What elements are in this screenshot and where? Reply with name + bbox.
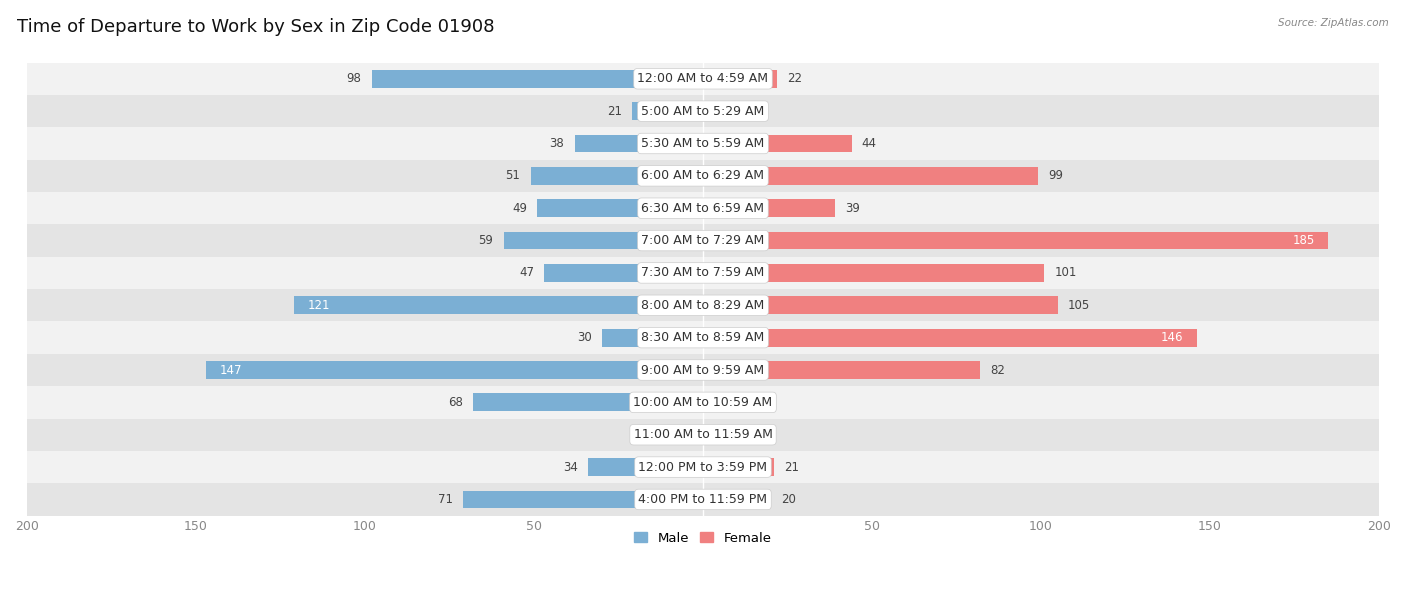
Text: 121: 121 bbox=[308, 299, 330, 312]
Text: 6:30 AM to 6:59 AM: 6:30 AM to 6:59 AM bbox=[641, 202, 765, 215]
Text: 6:00 AM to 6:29 AM: 6:00 AM to 6:29 AM bbox=[641, 170, 765, 182]
Bar bbox=[537, 199, 703, 217]
Bar bbox=[633, 102, 703, 120]
Text: 34: 34 bbox=[562, 461, 578, 474]
Text: 22: 22 bbox=[787, 72, 803, 85]
Bar bbox=[703, 458, 773, 476]
Bar bbox=[474, 393, 703, 411]
Bar bbox=[463, 490, 703, 508]
Text: 20: 20 bbox=[780, 493, 796, 506]
Bar bbox=[703, 231, 1329, 249]
Bar bbox=[27, 483, 1379, 516]
Text: 0: 0 bbox=[713, 105, 720, 118]
Bar bbox=[27, 354, 1379, 386]
Bar bbox=[703, 329, 1197, 346]
Bar bbox=[207, 361, 703, 379]
Bar bbox=[27, 386, 1379, 418]
Bar bbox=[703, 393, 734, 411]
Text: 147: 147 bbox=[219, 364, 242, 377]
Text: 10:00 AM to 10:59 AM: 10:00 AM to 10:59 AM bbox=[634, 396, 772, 409]
Text: 8:30 AM to 8:59 AM: 8:30 AM to 8:59 AM bbox=[641, 331, 765, 344]
Text: 30: 30 bbox=[576, 331, 592, 344]
Bar bbox=[602, 329, 703, 346]
Text: 9:00 AM to 9:59 AM: 9:00 AM to 9:59 AM bbox=[641, 364, 765, 377]
Text: 82: 82 bbox=[990, 364, 1005, 377]
Text: 68: 68 bbox=[449, 396, 463, 409]
Bar bbox=[703, 70, 778, 87]
Text: 185: 185 bbox=[1292, 234, 1315, 247]
Text: 8:00 AM to 8:29 AM: 8:00 AM to 8:29 AM bbox=[641, 299, 765, 312]
Text: Source: ZipAtlas.com: Source: ZipAtlas.com bbox=[1278, 18, 1389, 28]
Bar bbox=[703, 199, 835, 217]
Text: 9: 9 bbox=[744, 396, 751, 409]
Text: 47: 47 bbox=[519, 267, 534, 280]
Bar bbox=[703, 361, 980, 379]
Bar bbox=[27, 257, 1379, 289]
Bar bbox=[575, 134, 703, 152]
Text: 101: 101 bbox=[1054, 267, 1077, 280]
Text: 4:00 PM to 11:59 PM: 4:00 PM to 11:59 PM bbox=[638, 493, 768, 506]
Text: 11:00 AM to 11:59 AM: 11:00 AM to 11:59 AM bbox=[634, 428, 772, 441]
Bar bbox=[27, 192, 1379, 224]
Bar bbox=[27, 418, 1379, 451]
Bar bbox=[669, 426, 703, 444]
Text: 7:30 AM to 7:59 AM: 7:30 AM to 7:59 AM bbox=[641, 267, 765, 280]
Bar bbox=[703, 134, 852, 152]
Bar bbox=[27, 289, 1379, 321]
Bar bbox=[544, 264, 703, 282]
Text: 7:00 AM to 7:29 AM: 7:00 AM to 7:29 AM bbox=[641, 234, 765, 247]
Text: 51: 51 bbox=[506, 170, 520, 182]
Bar bbox=[703, 490, 770, 508]
Text: 12:00 PM to 3:59 PM: 12:00 PM to 3:59 PM bbox=[638, 461, 768, 474]
Text: 39: 39 bbox=[845, 202, 860, 215]
Text: Time of Departure to Work by Sex in Zip Code 01908: Time of Departure to Work by Sex in Zip … bbox=[17, 18, 495, 36]
Bar bbox=[27, 95, 1379, 127]
Bar bbox=[27, 159, 1379, 192]
Bar bbox=[27, 62, 1379, 95]
Text: 59: 59 bbox=[478, 234, 494, 247]
Bar bbox=[371, 70, 703, 87]
Text: 21: 21 bbox=[785, 461, 799, 474]
Text: 10: 10 bbox=[644, 428, 659, 441]
Bar bbox=[27, 451, 1379, 483]
Bar bbox=[703, 167, 1038, 185]
Text: 105: 105 bbox=[1069, 299, 1090, 312]
Bar bbox=[703, 264, 1045, 282]
Text: 12:00 AM to 4:59 AM: 12:00 AM to 4:59 AM bbox=[637, 72, 769, 85]
Text: 71: 71 bbox=[437, 493, 453, 506]
Bar bbox=[703, 296, 1057, 314]
Text: 5:00 AM to 5:29 AM: 5:00 AM to 5:29 AM bbox=[641, 105, 765, 118]
Bar bbox=[27, 127, 1379, 159]
Text: 49: 49 bbox=[512, 202, 527, 215]
Bar bbox=[588, 458, 703, 476]
Text: 44: 44 bbox=[862, 137, 877, 150]
Text: 38: 38 bbox=[550, 137, 564, 150]
Bar bbox=[27, 321, 1379, 354]
Bar bbox=[294, 296, 703, 314]
Text: 98: 98 bbox=[347, 72, 361, 85]
Bar bbox=[530, 167, 703, 185]
Text: 5:30 AM to 5:59 AM: 5:30 AM to 5:59 AM bbox=[641, 137, 765, 150]
Text: 99: 99 bbox=[1047, 170, 1063, 182]
Bar bbox=[503, 231, 703, 249]
Text: 146: 146 bbox=[1160, 331, 1182, 344]
Text: 21: 21 bbox=[607, 105, 621, 118]
Bar bbox=[27, 224, 1379, 257]
Legend: Male, Female: Male, Female bbox=[628, 526, 778, 550]
Text: 0: 0 bbox=[713, 428, 720, 441]
